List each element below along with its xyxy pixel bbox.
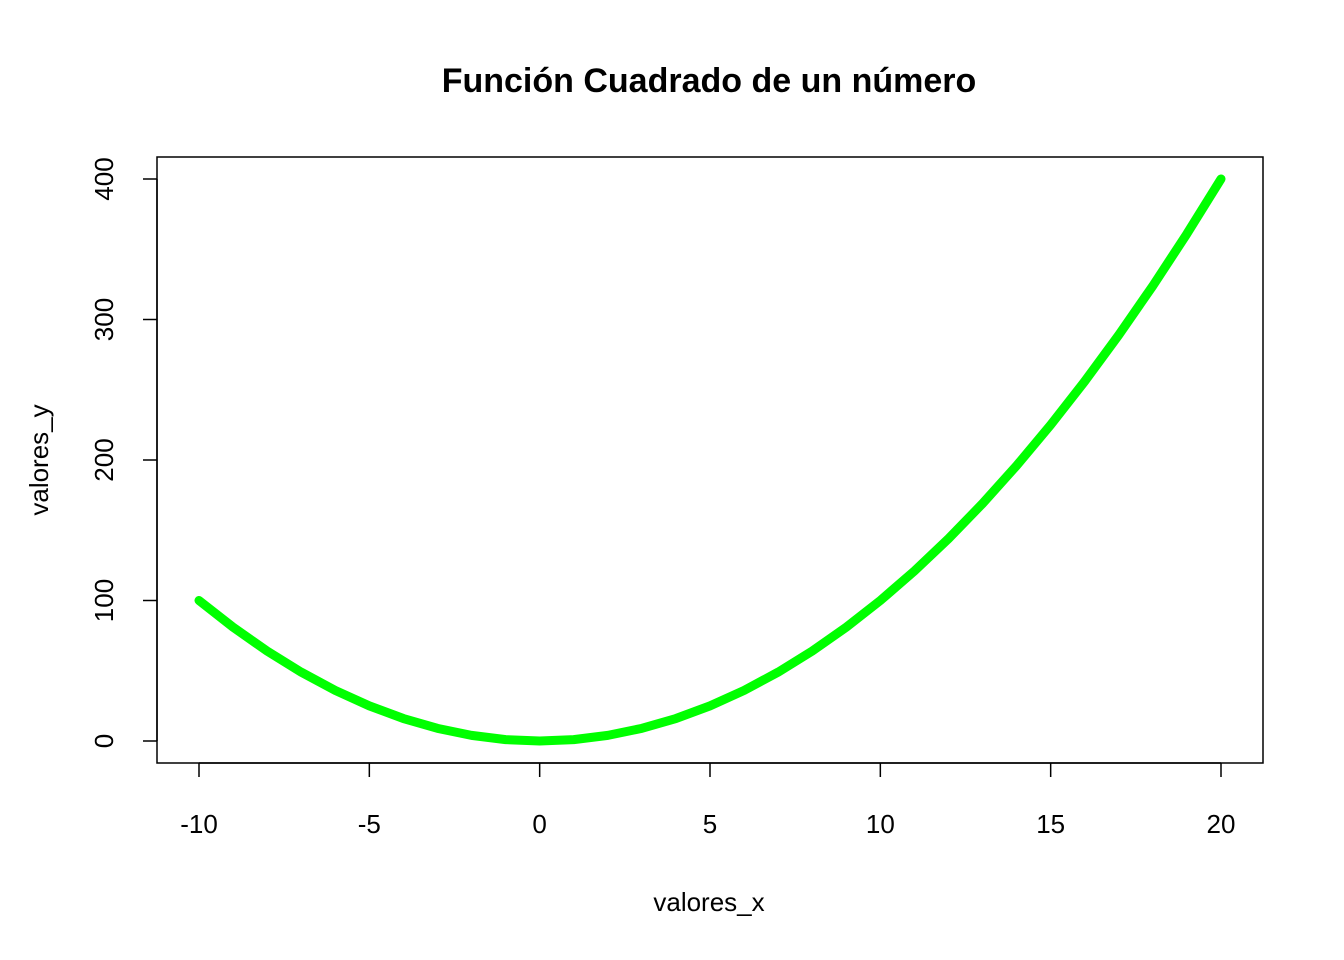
chart-title: Función Cuadrado de un número — [442, 62, 977, 100]
y-axis-label: valores_y — [24, 404, 54, 515]
y-tick-label: 200 — [89, 438, 119, 481]
x-tick-label: -5 — [358, 809, 381, 839]
y-tick-label: 300 — [89, 298, 119, 341]
x-tick-label: -10 — [180, 809, 218, 839]
x-tick-label: 0 — [532, 809, 546, 839]
x-tick-label: 20 — [1207, 809, 1236, 839]
plot-frame — [156, 156, 1264, 764]
series-line — [194, 174, 1226, 746]
x-tick-label: 5 — [703, 809, 717, 839]
x-tick-label: 10 — [866, 809, 895, 839]
y-tick-label: 0 — [89, 734, 119, 748]
x-axis-label: valores_x — [653, 887, 764, 917]
y-tick-label: 400 — [89, 157, 119, 200]
y-axis: 0 100 200 300 400 — [89, 157, 158, 748]
x-tick-label: 15 — [1036, 809, 1065, 839]
y-tick-label: 100 — [89, 579, 119, 622]
x-axis: -10 -5 0 5 10 15 20 — [180, 762, 1236, 839]
